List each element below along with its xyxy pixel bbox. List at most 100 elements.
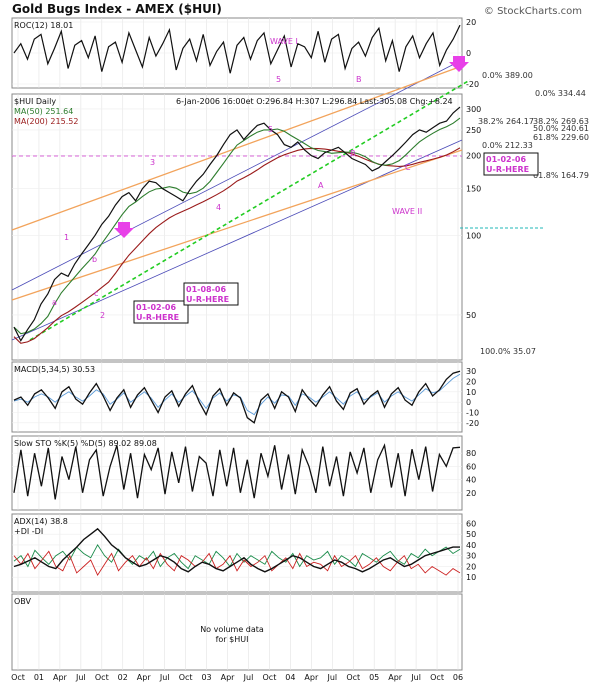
fib-level-label: 0.0% 334.44 (535, 89, 586, 98)
ma50-line (13, 117, 461, 335)
fib-level-label: 50.0% 240.61 (533, 124, 589, 133)
y-tick-label: 40 (466, 541, 476, 550)
y-tick-label: 20 (466, 378, 476, 387)
sto-k-line (13, 443, 461, 500)
down-arrow-icon (449, 56, 469, 72)
ur-here-callout: 01-08-06U-R-HERE (183, 282, 239, 306)
orange-trendline-upper (11, 65, 463, 231)
wave-label: 1 (64, 233, 69, 242)
y-tick-label: 100 (466, 231, 481, 240)
y-tick-label: 50 (466, 311, 476, 320)
fib-level-label: 0.0% 212.33 (482, 141, 533, 150)
roc-mark-5: 5 (276, 75, 281, 84)
wave-label: A (318, 181, 324, 190)
y-tick-label: -10 (466, 409, 479, 418)
y-tick-label: 150 (466, 185, 481, 194)
wave-label: C (405, 163, 411, 172)
wave-label: B (350, 149, 356, 158)
wave-label: a (52, 298, 57, 307)
fib-level-label: 61.8% 229.60 (533, 133, 589, 142)
ur-here-callout: 01-02-06U-R-HERE (133, 300, 189, 324)
roc-label: ROC(12) 18.01 (14, 21, 73, 30)
price-panel-label: $HUI Daily (14, 97, 56, 106)
chart-title: Gold Bugs Index - AMEX ($HUI) (12, 2, 222, 16)
channel-line-upper (11, 59, 463, 291)
x-tick-label: Oct (11, 673, 25, 682)
y-tick-label: 30 (466, 367, 476, 376)
y-tick-label: 80 (466, 449, 476, 458)
adx-line (13, 527, 460, 573)
roc-wave-label: WAVE I (270, 37, 298, 46)
x-tick-label: Jul (159, 673, 170, 682)
x-tick-label: 05 (369, 673, 379, 682)
adx-di-legend: +DI -DI (14, 527, 43, 536)
roc-mark-b: B (356, 75, 362, 84)
x-tick-label: 04 (285, 673, 295, 682)
x-tick-label: Jul (75, 673, 86, 682)
macd-line (13, 370, 461, 424)
x-tick-label: 03 (201, 673, 211, 682)
callout-box (133, 300, 189, 324)
green-dashed-trendline (29, 79, 471, 341)
x-tick-label: Oct (95, 673, 109, 682)
ur-here-callout: 01-02-06U-R-HERE (483, 152, 539, 176)
fib-level-label: 0.0% 389.00 (482, 71, 533, 80)
x-tick-label: Oct (346, 673, 360, 682)
x-tick-label: Oct (179, 673, 193, 682)
wave-label: c (94, 289, 98, 298)
obv-note-line1: No volume data (200, 625, 264, 634)
y-tick-label: 60 (466, 462, 476, 471)
wave-label: 5 (268, 125, 273, 134)
x-tick-label: 06 (453, 673, 463, 682)
x-tick-label: Jul (243, 673, 254, 682)
callout-text: U-R-HERE (136, 313, 179, 322)
x-tick-label: Jul (326, 673, 337, 682)
y-tick-label: 10 (466, 388, 476, 397)
callout-box (483, 152, 539, 176)
x-tick-label: Apr (137, 673, 152, 682)
wave-label: 4 (216, 203, 221, 212)
minus-di-line (13, 550, 461, 577)
x-tick-label: Apr (304, 673, 319, 682)
sto-label: Slow STO %K(5) %D(5) 89.02 89.08 (14, 439, 157, 448)
y-tick-label: 10 (466, 573, 476, 582)
obv-label: OBV (14, 597, 32, 606)
y-tick-label: 0 (466, 398, 471, 407)
x-tick-label: Oct (430, 673, 444, 682)
adx-label: ADX(14) 38.8 (14, 517, 68, 526)
fib-level-label: 100.0% 35.07 (480, 347, 536, 356)
wave-label: WAVE II (392, 207, 422, 216)
y-tick-label: -20 (466, 419, 479, 428)
brand-logo: © StockCharts.com (483, 6, 582, 17)
wave-label: 2 (100, 311, 105, 320)
ma50-legend: MA(50) 251.64 (14, 107, 73, 116)
x-tick-label: 02 (118, 673, 128, 682)
plus-di-line (13, 544, 461, 570)
y-tick-label: 0 (466, 49, 471, 58)
x-tick-label: Oct (263, 673, 277, 682)
callout-date: 01-08-06 (186, 285, 226, 294)
y-tick-label: 40 (466, 476, 476, 485)
ma200-legend: MA(200) 215.52 (14, 117, 78, 126)
callout-date: 01-02-06 (486, 155, 526, 164)
callout-text: U-R-HERE (486, 165, 529, 174)
y-tick-label: 20 (466, 18, 476, 27)
price-series-line (13, 106, 461, 342)
y-tick-label: 20 (466, 489, 476, 498)
down-arrow-icon (114, 222, 134, 238)
y-tick-label: 30 (466, 552, 476, 561)
macd-label: MACD(5,34,5) 30.53 (14, 365, 95, 374)
roc-series-line (13, 24, 461, 74)
y-tick-label: 250 (466, 126, 481, 135)
y-tick-label: 300 (466, 105, 481, 114)
price-ohlc-header: 6-Jan-2006 16:00et O:296.84 H:307 L:296.… (176, 97, 453, 106)
y-tick-label: -20 (466, 80, 479, 89)
x-tick-label: 01 (34, 673, 44, 682)
wave-label: 3 (150, 158, 155, 167)
x-tick-label: Jul (410, 673, 421, 682)
x-tick-label: Apr (53, 673, 68, 682)
y-tick-label: 200 (466, 152, 481, 161)
y-tick-label: 60 (466, 519, 476, 528)
y-tick-label: 50 (466, 530, 476, 539)
x-tick-label: Apr (221, 673, 236, 682)
